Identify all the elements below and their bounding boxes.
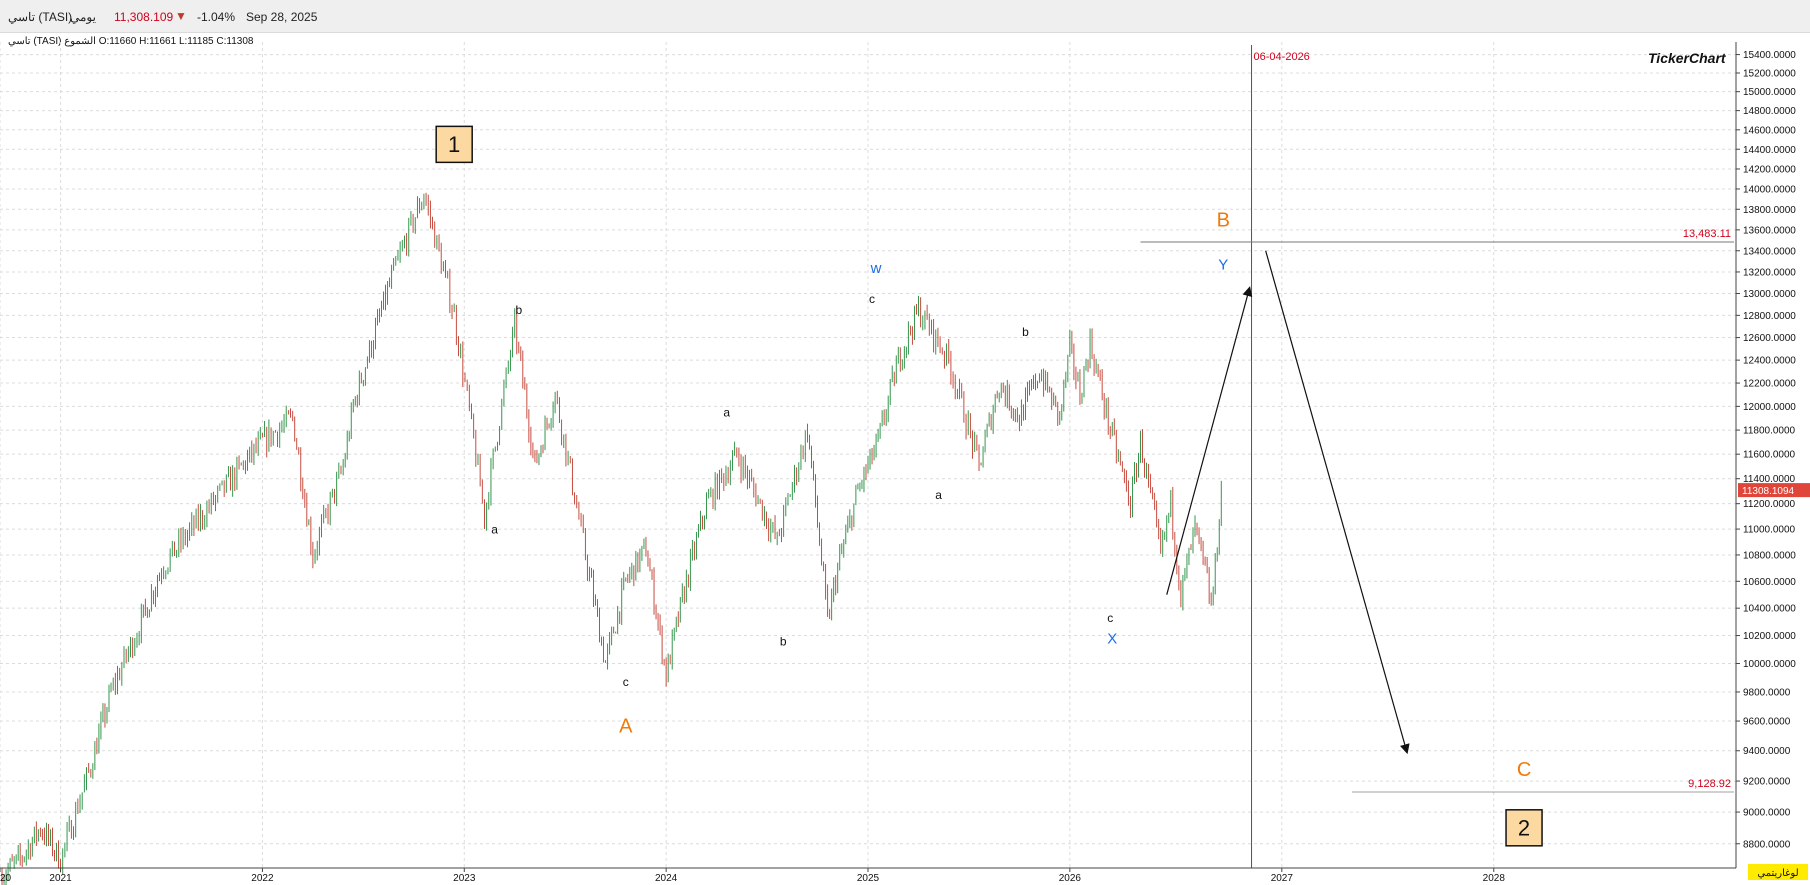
- wave-label: c: [1107, 611, 1113, 625]
- price-tick-label: 11600.0000: [1743, 450, 1796, 461]
- time-tick-label: 2023: [453, 873, 476, 884]
- projection-arrow: [1265, 250, 1410, 755]
- time-tick-label: 2028: [1483, 873, 1506, 884]
- price-tick-label: 15000.0000: [1743, 87, 1796, 98]
- price-level-label: 13,483.11: [1683, 228, 1731, 240]
- price-tick-label: 11000.0000: [1743, 525, 1796, 536]
- period-label[interactable]: يومي: [70, 10, 96, 24]
- wave-label: C: [1517, 759, 1531, 781]
- annotations: 06-04-202613,483.119,128.921abcAabcwabcX…: [435, 45, 1734, 868]
- down-arrow-icon: ▼: [175, 9, 187, 23]
- price-tick-label: 13000.0000: [1743, 289, 1796, 300]
- price-tick-label: 13800.0000: [1743, 205, 1796, 216]
- last-price-tag-label: 11308.1094: [1742, 486, 1795, 497]
- price-tick-label: 11400.0000: [1743, 474, 1796, 485]
- price-tick-label: 12400.0000: [1743, 356, 1796, 367]
- price-tick-label: 15400.0000: [1743, 50, 1796, 61]
- price-change: -1.04%: [197, 10, 236, 24]
- log-scale-label: لوغاريتمي: [1757, 868, 1798, 879]
- price-tick-label: 15200.0000: [1743, 69, 1796, 80]
- ohlc-info: تاسي (TASI) الشموع O:11660 H:11661 L:111…: [8, 36, 254, 47]
- wave-degree-box: [435, 125, 473, 164]
- price-level-label: 9,128.92: [1688, 778, 1731, 790]
- wave-label: X: [1107, 631, 1117, 648]
- price-tick-label: 13600.0000: [1743, 225, 1796, 236]
- price-tick-label: 11200.0000: [1743, 499, 1796, 510]
- wave-label: 1: [448, 132, 460, 157]
- price-tick-label: 10800.0000: [1743, 550, 1796, 561]
- date-marker-label: 06-04-2026: [1254, 51, 1310, 63]
- time-tick-label: 2027: [1271, 873, 1294, 884]
- price-tick-label: 14400.0000: [1743, 145, 1796, 156]
- time-tick-label: 2024: [655, 873, 678, 884]
- log-scale-badge: [1748, 864, 1808, 880]
- time-tick-label: 2025: [857, 873, 880, 884]
- price-tick-label: 9800.0000: [1743, 687, 1791, 698]
- time-tick-label: 2026: [1059, 873, 1082, 884]
- time-tick-label: 2021: [49, 873, 72, 884]
- price-tick-label: 14200.0000: [1743, 164, 1796, 175]
- price-tick-label: 9200.0000: [1743, 777, 1791, 788]
- price-tick-label: 14800.0000: [1743, 106, 1796, 117]
- price-tick-label: 12800.0000: [1743, 311, 1796, 322]
- wave-label: B: [1217, 210, 1230, 232]
- price-tick-label: 12600.0000: [1743, 333, 1796, 344]
- wave-label: c: [623, 675, 629, 689]
- price-tick-label: 12000.0000: [1743, 402, 1796, 413]
- price-tick-label: 9000.0000: [1743, 808, 1791, 819]
- price-tick-label: 10600.0000: [1743, 577, 1796, 588]
- projection-arrow: [1166, 286, 1253, 595]
- wave-label: b: [780, 634, 787, 648]
- price-tick-label: 10400.0000: [1743, 604, 1796, 615]
- time-tick-label: 2022: [251, 873, 274, 884]
- top-toolbar: تاسي (TASI) يومي 11,308.109 ▼ -1.04% Sep…: [0, 0, 1810, 33]
- wave-label: a: [935, 488, 942, 502]
- wave-label: a: [723, 405, 730, 419]
- price-tick-label: 9400.0000: [1743, 746, 1791, 757]
- symbol-name[interactable]: تاسي (TASI): [8, 10, 73, 24]
- wave-label: a: [491, 522, 498, 536]
- last-price-tag: [1738, 483, 1810, 498]
- wave-label: b: [515, 303, 522, 317]
- price-tick-label: 13400.0000: [1743, 246, 1796, 257]
- wave-label: A: [619, 715, 633, 737]
- price-tick-label: 10000.0000: [1743, 659, 1796, 670]
- wave-label: b: [1022, 325, 1029, 339]
- price-tick-label: 8800.0000: [1743, 839, 1791, 850]
- wave-degree-box: [1505, 809, 1543, 847]
- price-tick-label: 11800.0000: [1743, 426, 1796, 437]
- price-tick-label: 10200.0000: [1743, 631, 1796, 642]
- price-axis: 8800.0000 9000.0000 9200.0000 9400.0000 9600…: [1735, 42, 1810, 868]
- price-tick-label: 12200.0000: [1743, 379, 1796, 390]
- wave-label: 2: [1518, 816, 1530, 841]
- price-tick-label: 14000.0000: [1743, 184, 1796, 195]
- wave-label: Y: [1218, 257, 1228, 274]
- candles: [1, 192, 1222, 885]
- tickerchart-watermark: TickerChart: [1648, 50, 1727, 66]
- grid: [0, 42, 1736, 868]
- price-tick-label: 9600.0000: [1743, 717, 1791, 728]
- quote-date: Sep 28, 2025: [246, 10, 318, 24]
- wave-label: w: [870, 260, 882, 277]
- price-tick-label: 13200.0000: [1743, 267, 1796, 278]
- last-price: 11,308.109: [114, 10, 174, 24]
- wave-label: c: [869, 292, 875, 306]
- price-tick-label: 14600.0000: [1743, 125, 1796, 136]
